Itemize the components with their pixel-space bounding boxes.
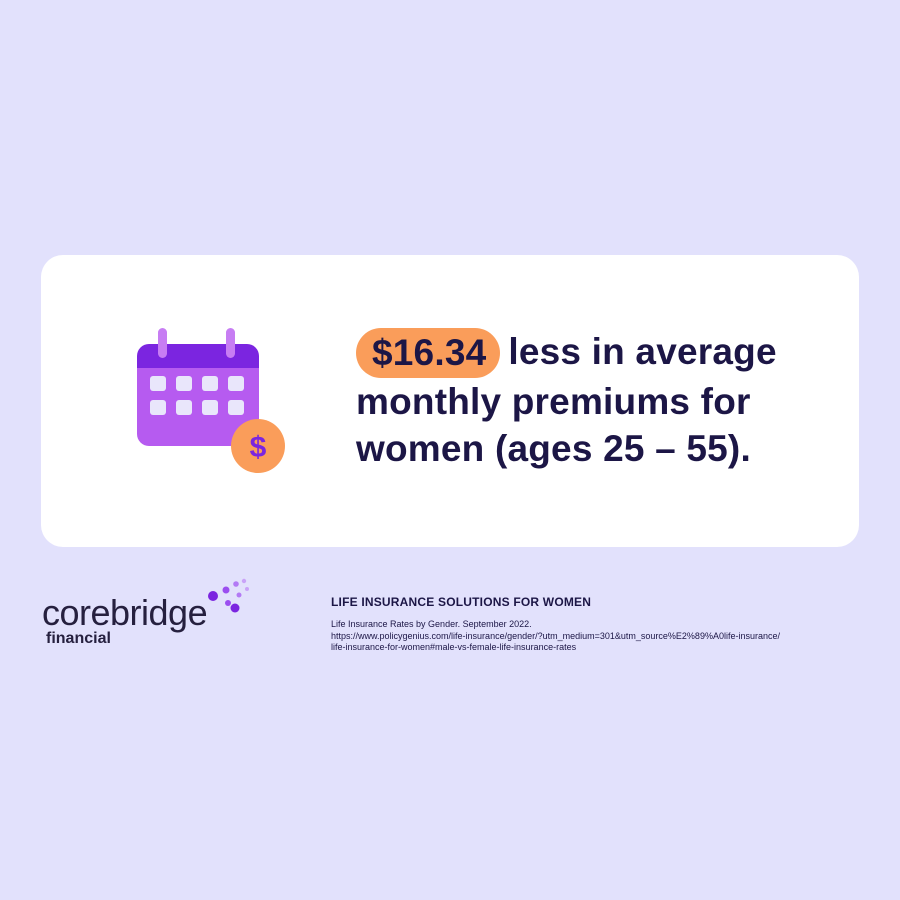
calendar-icon: $ [134,326,288,478]
footer: LIFE INSURANCE SOLUTIONS FOR WOMEN Life … [331,595,851,654]
footer-heading: LIFE INSURANCE SOLUTIONS FOR WOMEN [331,595,592,609]
stat-headline: $16.34 less in average monthly premiums f… [356,328,836,472]
headline-line-2: monthly premiums for [356,381,751,422]
brand-logo: corebridge financial [42,578,262,650]
brand-name: corebridge [42,592,208,633]
headline-line-1-text: less in average [508,331,777,372]
source-line-2: https://www.policygenius.com/life-insura… [331,630,780,641]
logo-dots-icon [208,578,249,613]
footer-source: Life Insurance Rates by Gender. Septembe… [331,619,851,654]
dollar-coin-icon [231,419,285,473]
source-line-1: Life Insurance Rates by Gender. Septembe… [331,619,532,629]
brand-sub: financial [46,630,111,647]
svg-text:$: $ [250,431,267,464]
source-line-3: life-insurance-for-women#male-vs-female-… [331,642,577,652]
headline-line-1: $16.34 less in average [356,328,836,378]
amount-badge: $16.34 [356,328,501,378]
headline-line-3: women (ages 25 – 55). [356,428,751,469]
